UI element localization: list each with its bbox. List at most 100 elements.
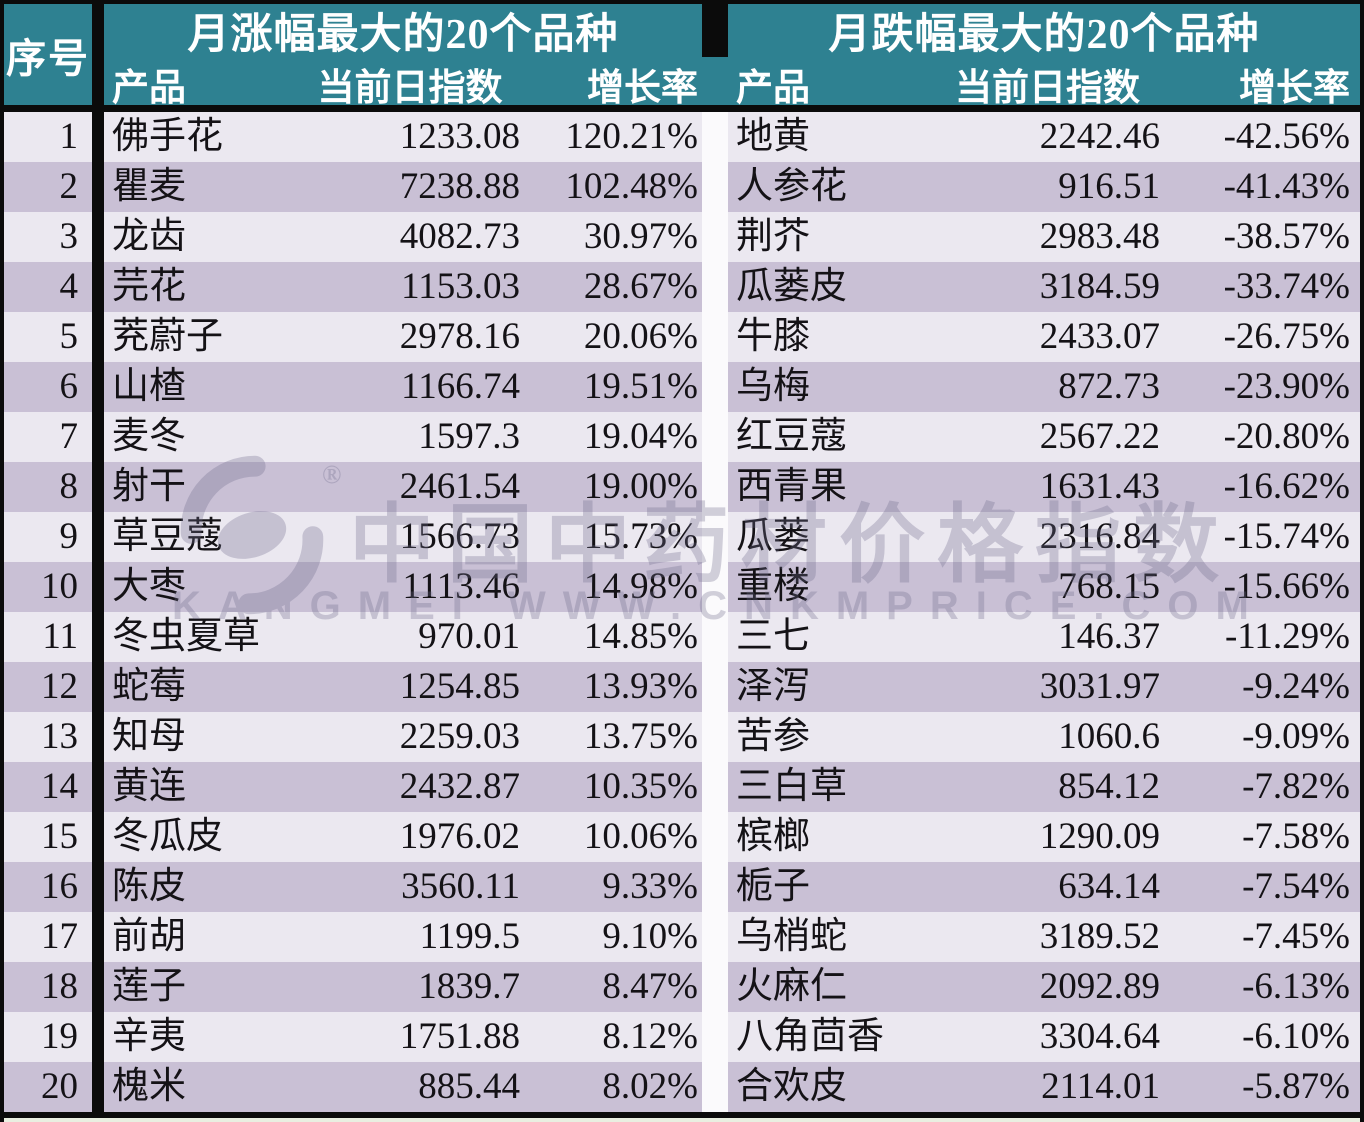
product-cell: 合欢皮 [736,1066,847,1107]
gainers-product-header: 产品 [112,68,186,109]
table-row: 5 茺蔚子 2978.16 20.06% 牛膝 2433.07 -26.75% [4,312,1360,362]
rate-cell: -26.75% [1223,316,1350,357]
index-cell: 3560.11 [401,866,520,907]
index-cell: 1233.08 [399,116,520,157]
group-gap-cell [702,962,728,1012]
rank-cell: 7 [59,416,79,457]
table-row: 7 麦冬 1597.3 19.04% 红豆蔻 2567.22 -20.80% [4,412,1360,462]
row-divider [92,262,104,312]
group-gap-cell [702,662,728,712]
rank-cell: 4 [59,266,79,307]
product-cell: 知母 [112,716,186,757]
bottom-strip [4,1118,1360,1122]
index-column-header: 序号 [6,35,90,81]
rate-cell: -15.66% [1223,566,1350,607]
group-gap-cell [702,112,728,162]
row-divider [92,912,104,962]
rate-cell: 9.10% [602,916,698,957]
table-header: 序号 月涨幅最大的20个品种 月跌幅最大的20个品种 产品 当前日指数 增长率 … [4,4,1360,109]
index-cell: 2114.01 [1041,1066,1160,1107]
index-cell: 3031.97 [1039,666,1160,707]
row-divider [92,112,104,162]
rate-cell: -7.58% [1242,816,1350,857]
index-cell: 1597.3 [418,416,520,457]
rate-cell: -6.10% [1242,1016,1350,1057]
product-cell: 蛇莓 [112,666,186,707]
table-row: 20 槐米 885.44 8.02% 合欢皮 2114.01 -5.87% [4,1062,1360,1112]
bottom-border [4,1112,1360,1118]
group-gap-cell [702,162,728,212]
product-cell: 射干 [112,466,186,507]
table-row: 11 冬虫夏草 970.01 14.85% 三七 146.37 -11.29% [4,612,1360,662]
product-cell: 泽泻 [736,666,810,707]
rate-cell: -41.43% [1223,166,1350,207]
index-cell: 7238.88 [399,166,520,207]
rate-cell: -9.24% [1242,666,1350,707]
index-cell: 146.37 [1058,616,1160,657]
rate-cell: -7.54% [1242,866,1350,907]
gainers-title: 月涨幅最大的20个品种 [187,12,619,58]
row-divider [92,962,104,1012]
row-divider [92,712,104,762]
table-row: 13 知母 2259.03 13.75% 苦参 1060.6 -9.09% [4,712,1360,762]
rank-cell: 10 [41,566,78,607]
index-cell: 3189.52 [1039,916,1160,957]
rank-cell: 11 [42,616,78,657]
losers-product-header: 产品 [736,68,810,109]
table-row: 15 冬瓜皮 1976.02 10.06% 槟榔 1290.09 -7.58% [4,812,1360,862]
rate-cell: 8.12% [602,1016,698,1057]
rate-cell: -16.62% [1223,466,1350,507]
index-cell: 1199.5 [419,916,520,957]
row-divider [92,1062,104,1112]
product-cell: 芫花 [112,266,186,307]
index-cell: 2433.07 [1039,316,1160,357]
product-cell: 西青果 [736,466,847,507]
table-row: 4 芫花 1153.03 28.67% 瓜蒌皮 3184.59 -33.74% [4,262,1360,312]
product-cell: 火麻仁 [736,966,847,1007]
product-cell: 荆芥 [736,216,810,257]
rate-cell: 19.04% [583,416,698,457]
index-cell: 1566.73 [399,516,520,557]
row-divider [92,612,104,662]
index-cell: 2983.48 [1039,216,1160,257]
index-cell: 1751.88 [399,1016,520,1057]
table-body: 1 佛手花 1233.08 120.21% 地黄 2242.46 -42.56% 2 瞿麦 723… [4,105,1360,1112]
group-gap-cell [702,1012,728,1062]
index-cell: 2461.54 [399,466,520,507]
rank-cell: 1 [59,116,79,157]
table-row: 14 黄连 2432.87 10.35% 三白草 854.12 -7.82% [4,762,1360,812]
table-row: 6 山楂 1166.74 19.51% 乌梅 872.73 -23.90% [4,362,1360,412]
group-gap-cell [702,862,728,912]
group-gap-cell [702,812,728,862]
index-cell: 3304.64 [1039,1016,1160,1057]
rate-cell: 10.06% [583,816,698,857]
rate-cell: -7.45% [1242,916,1350,957]
rate-cell: -9.09% [1242,716,1350,757]
index-cell: 2242.46 [1039,116,1160,157]
rate-cell: -23.90% [1223,366,1350,407]
product-cell: 陈皮 [112,866,186,907]
rank-cell: 17 [41,916,78,957]
rate-cell: 19.51% [583,366,698,407]
row-divider [92,1012,104,1062]
rate-cell: 19.00% [583,466,698,507]
index-cell: 2978.16 [399,316,520,357]
table-row: 17 前胡 1199.5 9.10% 乌梢蛇 3189.52 -7.45% [4,912,1360,962]
product-cell: 红豆蔻 [736,416,847,457]
rate-cell: 13.93% [583,666,698,707]
product-cell: 槐米 [112,1066,186,1107]
product-cell: 栀子 [736,866,810,907]
table-row: 12 蛇莓 1254.85 13.93% 泽泻 3031.97 -9.24% [4,662,1360,712]
group-gap-cell [702,612,728,662]
column-headers: 产品 当前日指数 增长率 产品 当前日指数 增长率 [104,57,1360,111]
product-cell: 龙齿 [112,216,186,257]
index-cell: 2092.89 [1039,966,1160,1007]
index-cell: 1976.02 [399,816,520,857]
rate-cell: 8.02% [602,1066,698,1107]
table-row: 8 射干 2461.54 19.00% 西青果 1631.43 -16.62% [4,462,1360,512]
row-divider [92,662,104,712]
rate-cell: 13.75% [583,716,698,757]
index-cell: 916.51 [1058,166,1160,207]
index-cell: 1060.6 [1058,716,1160,757]
product-cell: 乌梢蛇 [736,916,847,957]
